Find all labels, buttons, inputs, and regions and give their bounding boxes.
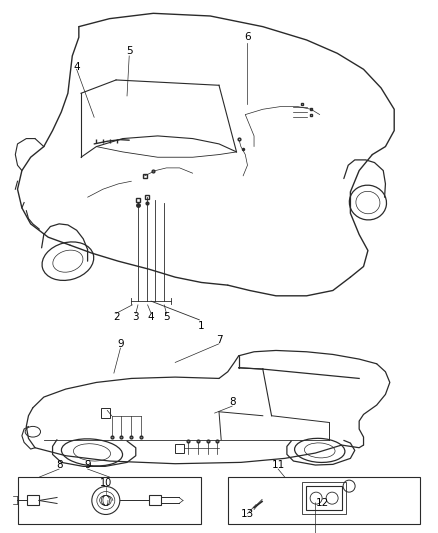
Text: 4: 4 (148, 312, 155, 322)
Text: 8: 8 (229, 398, 236, 407)
Text: 13: 13 (241, 508, 254, 519)
Bar (228, 477, 420, 524)
Text: 4: 4 (73, 62, 80, 71)
Bar (306, 486, 342, 510)
Text: 7: 7 (215, 335, 223, 345)
Text: 1: 1 (198, 321, 205, 331)
Bar (27, 496, 39, 505)
Text: 10: 10 (100, 479, 112, 488)
Text: 12: 12 (315, 498, 328, 508)
Text: 2: 2 (113, 312, 120, 322)
Bar (149, 496, 161, 505)
Text: 8: 8 (56, 461, 63, 470)
Bar (175, 443, 184, 453)
Text: 9: 9 (117, 339, 124, 349)
Bar (302, 482, 346, 514)
Text: 9: 9 (84, 461, 91, 470)
Text: 6: 6 (244, 33, 251, 42)
Bar (101, 408, 110, 418)
Text: 11: 11 (272, 461, 285, 470)
Bar (18, 477, 201, 524)
Text: 5: 5 (163, 312, 170, 322)
Text: 5: 5 (126, 46, 133, 55)
Text: 3: 3 (132, 312, 139, 322)
